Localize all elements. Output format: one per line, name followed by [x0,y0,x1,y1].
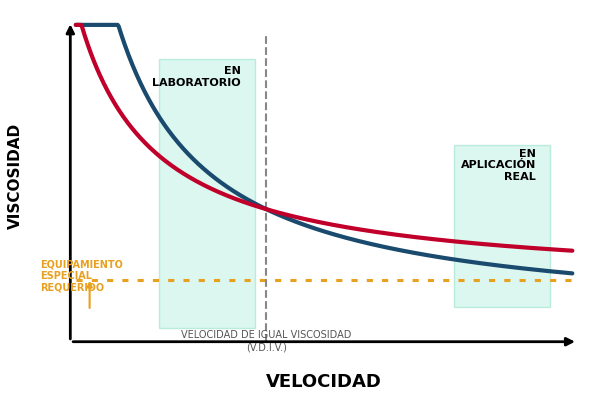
Text: EN
APLICACIÓN
REAL: EN APLICACIÓN REAL [461,149,536,182]
Text: EN
LABORATORIO: EN LABORATORIO [152,66,241,88]
Bar [454,146,550,307]
Text: VELOCIDAD: VELOCIDAD [266,373,382,391]
Text: EQUIPAMIENTO
ESPECIAL
REQUERIDO: EQUIPAMIENTO ESPECIAL REQUERIDO [40,260,123,293]
Text: VISCOSIDAD: VISCOSIDAD [8,123,23,230]
Text: VELOCIDAD DE IGUAL VISCOSIDAD
(V.D.I.V.): VELOCIDAD DE IGUAL VISCOSIDAD (V.D.I.V.) [181,330,352,352]
Bar [158,59,255,328]
